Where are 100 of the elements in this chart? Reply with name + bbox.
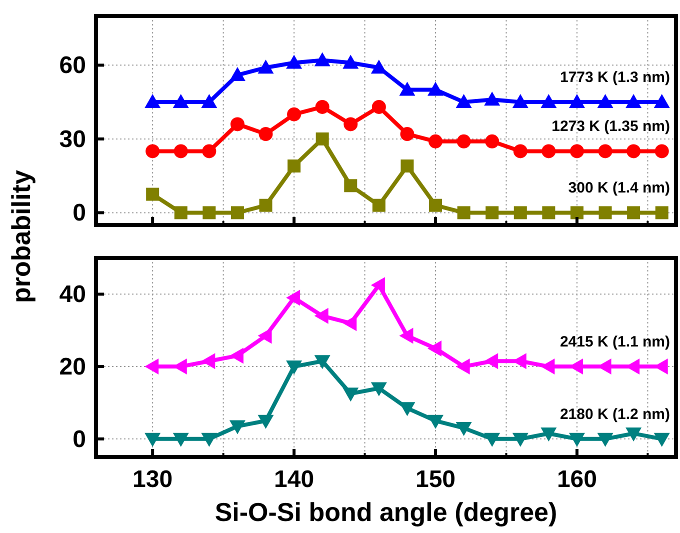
point <box>486 206 499 220</box>
point <box>146 188 160 201</box>
point <box>286 54 302 69</box>
point <box>428 82 444 96</box>
y-tick-label: 40 <box>59 281 86 308</box>
x-tick-label: 160 <box>556 466 597 493</box>
point <box>372 198 386 212</box>
point <box>172 94 189 108</box>
point <box>655 206 668 220</box>
point <box>314 355 330 370</box>
point <box>542 144 556 158</box>
point <box>259 198 272 212</box>
point <box>342 315 357 332</box>
point <box>456 358 470 375</box>
point <box>654 94 670 108</box>
point <box>370 60 387 74</box>
point <box>229 348 244 364</box>
series-label: 1773 K (1.3 nm) <box>560 69 670 86</box>
point <box>288 159 301 172</box>
point <box>428 340 442 356</box>
series-label: 1273 K (1.35 nm) <box>552 118 670 136</box>
y-axis-title: probability <box>6 170 36 303</box>
point <box>626 427 642 442</box>
point <box>202 206 216 220</box>
point <box>230 117 244 132</box>
point <box>258 328 272 344</box>
point <box>400 127 414 142</box>
point <box>144 432 161 447</box>
point <box>597 432 614 447</box>
point <box>344 179 358 192</box>
point <box>287 107 302 122</box>
point <box>512 432 528 447</box>
point <box>372 100 386 114</box>
point <box>144 358 159 375</box>
point <box>201 432 218 447</box>
x-tick-label: 150 <box>415 466 456 493</box>
point <box>513 144 528 158</box>
point <box>344 117 358 132</box>
y-tick-label: 20 <box>59 354 86 381</box>
x-axis-title: Si-O-Si bond angle (degree) <box>214 497 558 527</box>
point <box>146 144 160 158</box>
point <box>626 144 641 158</box>
point <box>540 427 557 442</box>
point <box>174 144 188 158</box>
point <box>370 277 385 294</box>
point <box>258 127 273 142</box>
point <box>315 100 330 114</box>
series-label: 2415 K (1.1 nm) <box>560 334 670 351</box>
point <box>342 388 359 402</box>
point <box>229 420 246 434</box>
point <box>258 414 274 429</box>
y-tick-label: 30 <box>59 126 86 153</box>
point <box>514 206 527 220</box>
point <box>429 198 442 212</box>
point <box>456 94 472 108</box>
y-tick-label: 60 <box>59 52 86 80</box>
point <box>370 382 387 396</box>
point <box>201 94 218 108</box>
series-label: 2180 K (1.2 nm) <box>560 406 670 423</box>
point <box>400 159 414 172</box>
series-label: 300 K (1.4 nm) <box>568 180 670 197</box>
y-tick-label: 0 <box>72 426 86 453</box>
point <box>540 94 557 108</box>
point <box>654 144 669 158</box>
point <box>314 308 328 324</box>
point <box>399 82 416 96</box>
point <box>512 94 528 108</box>
point <box>457 206 470 220</box>
x-tick-label: 140 <box>274 466 314 493</box>
point <box>456 422 472 436</box>
point <box>598 144 612 158</box>
point <box>202 144 216 158</box>
point <box>342 54 359 69</box>
point <box>627 206 640 220</box>
point <box>314 52 330 66</box>
point <box>542 206 556 220</box>
point <box>570 206 584 220</box>
point <box>484 353 498 370</box>
point <box>540 358 555 375</box>
point <box>286 360 302 375</box>
point <box>399 328 414 344</box>
point <box>484 432 500 447</box>
point <box>568 432 585 447</box>
point <box>230 206 244 220</box>
point <box>626 94 642 108</box>
point <box>568 94 585 108</box>
point <box>229 67 246 82</box>
point <box>485 134 500 148</box>
point <box>172 432 189 447</box>
point <box>316 132 329 146</box>
point <box>570 144 584 158</box>
point <box>428 414 444 429</box>
point <box>201 353 216 370</box>
point <box>598 206 612 220</box>
point <box>428 134 443 148</box>
x-tick-label: 130 <box>132 466 173 493</box>
point <box>174 206 188 220</box>
y-tick-label: 0 <box>72 200 86 227</box>
point <box>144 94 161 108</box>
point <box>654 432 670 447</box>
